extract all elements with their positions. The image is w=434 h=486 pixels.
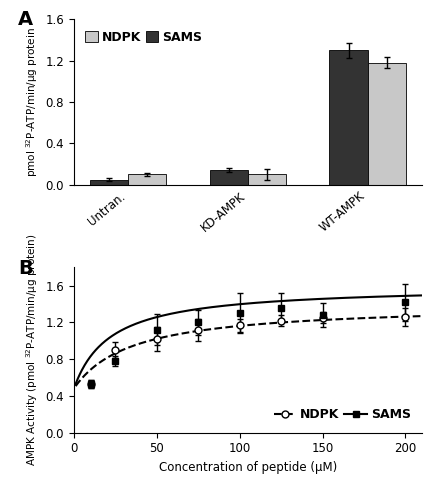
- Legend: NDPK, SAMS: NDPK, SAMS: [268, 403, 415, 426]
- Text: A: A: [18, 10, 33, 29]
- X-axis label: Concentration of peptide (μM): Concentration of peptide (μM): [158, 461, 336, 474]
- Bar: [89, 179, 128, 185]
- Legend: NDPK, SAMS: NDPK, SAMS: [80, 26, 207, 49]
- Bar: [247, 174, 286, 185]
- Bar: [128, 174, 166, 185]
- Y-axis label: AMPK Activity (pmol $^{32}$P-ATP/min/μg protein): AMPK Activity (pmol $^{32}$P-ATP/min/μg …: [24, 234, 40, 466]
- Bar: [209, 170, 247, 185]
- Text: B: B: [18, 259, 33, 278]
- Bar: [329, 51, 367, 185]
- Y-axis label: pmol $^{32}$P-ATP/min/μg protein: pmol $^{32}$P-ATP/min/μg protein: [24, 27, 40, 177]
- Bar: [367, 63, 405, 185]
